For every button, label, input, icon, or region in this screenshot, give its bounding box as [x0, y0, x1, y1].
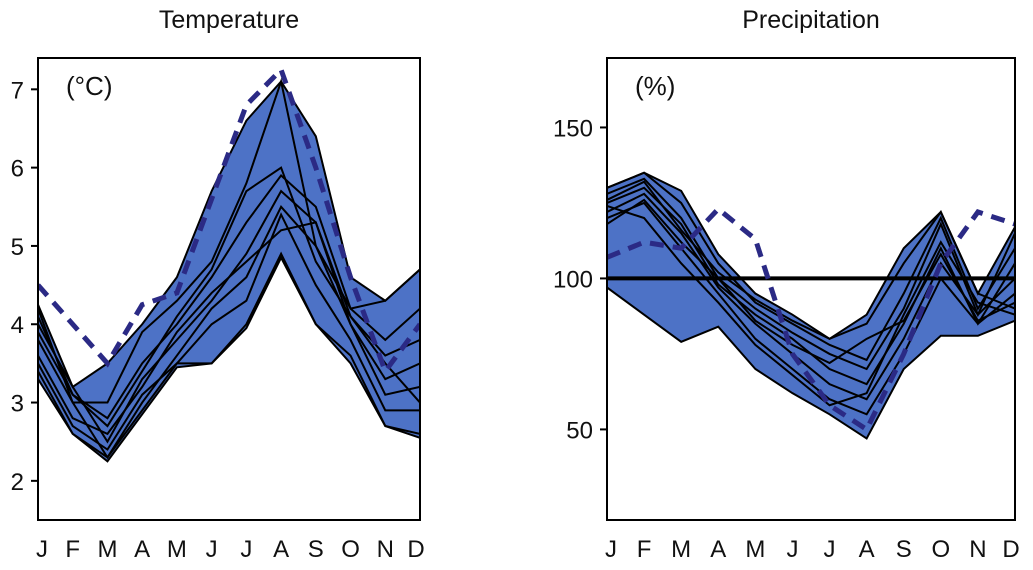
x-tick-label: A: [273, 536, 289, 563]
series-line: [38, 173, 420, 420]
unit-label: (°C): [66, 71, 113, 101]
series-line: [38, 77, 420, 404]
x-tick-label: J: [240, 536, 252, 563]
x-tick-label: J: [206, 536, 218, 563]
series-line: [607, 198, 1015, 365]
x-tick-label: O: [341, 536, 360, 563]
y-tick-label: 50: [566, 417, 593, 444]
plot-frame: [37, 57, 421, 521]
range-band: [607, 171, 1015, 440]
y-tick-label: 7: [11, 77, 24, 104]
unit-label: (%): [635, 71, 675, 101]
dashed-line: [38, 65, 420, 377]
y-tick-label: 5: [11, 234, 24, 261]
x-tick-label: J: [786, 536, 798, 563]
x-tick-label: N: [377, 536, 394, 563]
x-tick-label: J: [824, 536, 836, 563]
x-tick-label: S: [308, 536, 324, 563]
dashed-line: [607, 205, 1015, 434]
x-tick-label: M: [167, 536, 187, 563]
series-line: [607, 171, 1015, 362]
chart-title: Precipitation: [742, 6, 880, 34]
y-tick-label: 6: [11, 156, 24, 183]
y-tick-label: 150: [553, 115, 593, 142]
y-tick-label: 3: [11, 391, 24, 418]
x-tick-label: F: [637, 536, 652, 563]
series-line: [607, 192, 1015, 401]
series-line: [607, 201, 1015, 416]
series-line: [38, 205, 420, 460]
y-tick-label: 100: [553, 266, 593, 293]
series-line: [38, 212, 420, 451]
x-tick-label: M: [671, 536, 691, 563]
chart-title: Temperature: [159, 6, 299, 34]
series-line: [607, 180, 1015, 340]
x-tick-label: A: [710, 536, 726, 563]
series-line: [38, 251, 420, 459]
range-band: [38, 79, 420, 463]
x-tick-label: A: [134, 536, 150, 563]
x-tick-label: O: [931, 536, 950, 563]
x-tick-label: J: [36, 536, 48, 563]
x-tick-label: M: [97, 536, 117, 563]
x-tick-label: D: [1002, 536, 1019, 563]
x-tick-label: S: [896, 536, 912, 563]
x-tick-label: J: [605, 536, 617, 563]
plot-frame: [606, 57, 1016, 521]
x-tick-label: F: [65, 536, 80, 563]
y-tick-label: 2: [11, 469, 24, 496]
x-tick-label: M: [745, 536, 765, 563]
x-tick-label: A: [859, 536, 875, 563]
series-line: [607, 177, 1015, 371]
series-line: [38, 166, 420, 428]
y-tick-label: 4: [11, 312, 24, 339]
x-tick-label: D: [407, 536, 424, 563]
series-line: [38, 221, 420, 436]
x-tick-label: N: [969, 536, 986, 563]
